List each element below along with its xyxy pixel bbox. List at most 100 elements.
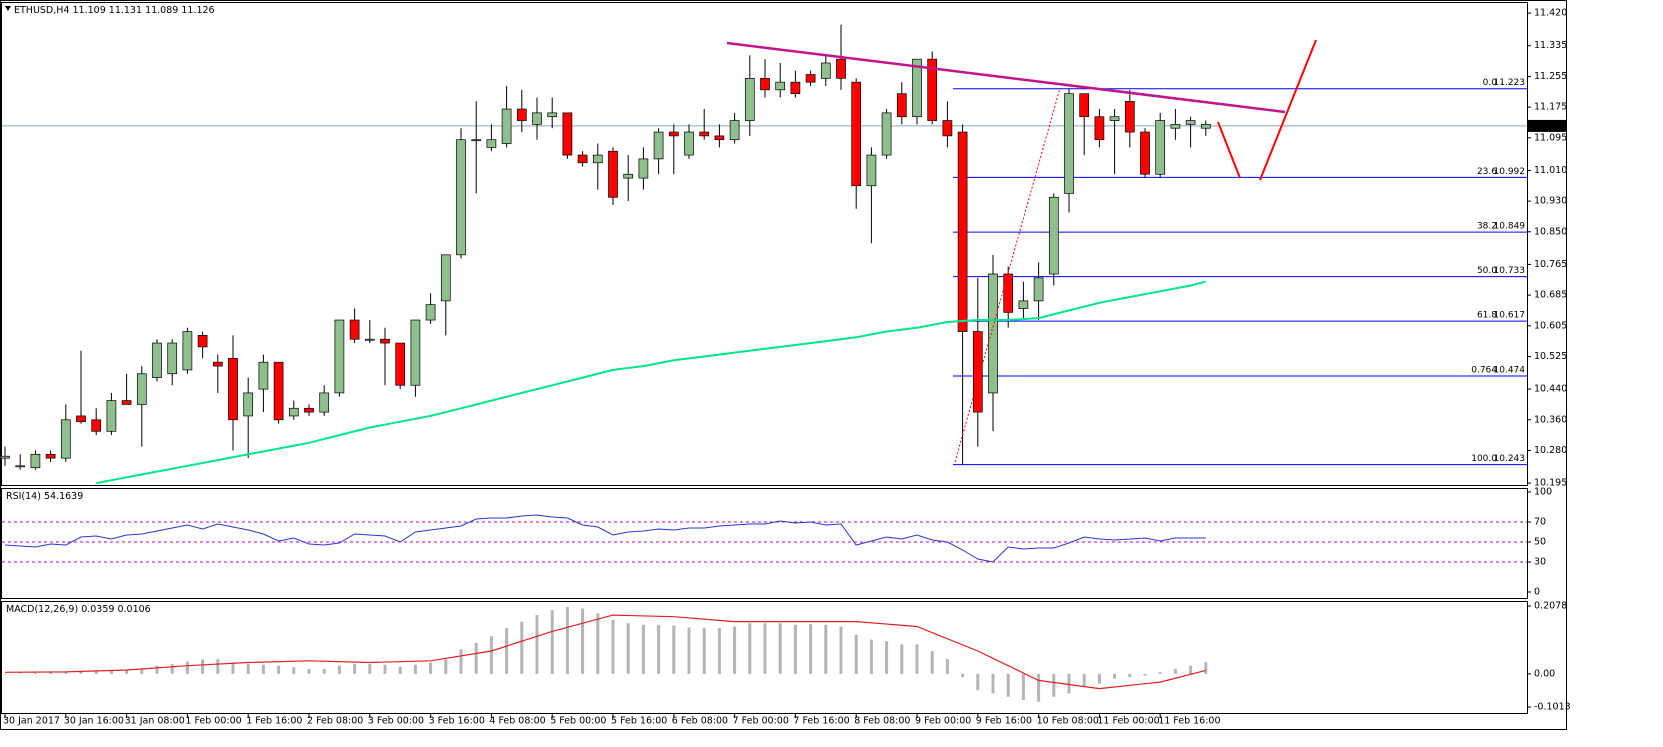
macd-bar: [581, 608, 585, 674]
macd-bar: [748, 623, 752, 674]
macd-bar: [322, 668, 326, 674]
macd-bar: [1113, 673, 1117, 679]
symbol: ETHUSD,H4: [14, 5, 69, 16]
candle-body: [364, 338, 375, 341]
rsi-panel: [1, 488, 1528, 599]
y-tick-label: 10.440: [1534, 384, 1567, 395]
fib-level: 0.764: [1471, 366, 1497, 376]
macd-bar: [383, 664, 387, 674]
candle-body: [0, 455, 10, 459]
macd-bar: [1021, 673, 1025, 701]
candle-body: [516, 108, 527, 121]
macd-bar: [961, 673, 965, 678]
fib-level: 0.0: [1483, 78, 1498, 88]
macd-bar: [900, 644, 904, 674]
candle-body: [912, 58, 922, 118]
x-tick-label: 5 Feb 00:00: [550, 716, 606, 727]
candle-body: [653, 131, 664, 160]
candle-body: [182, 331, 193, 371]
candle-body: [212, 361, 223, 367]
y-tick-label: 30: [1534, 557, 1546, 568]
candle-body: [699, 131, 710, 137]
candle-body: [15, 465, 26, 468]
projection-arrow: [1217, 39, 1317, 181]
candle-body: [532, 112, 542, 125]
candle-body: [288, 407, 299, 417]
high: 11.131: [109, 5, 142, 16]
macd-bar: [672, 625, 676, 674]
macd-title: MACD(12,26,9): [6, 604, 78, 615]
x-tick-label: 11 Feb 16:00: [1158, 716, 1220, 727]
candle-body: [972, 331, 983, 413]
candle-body: [197, 335, 208, 348]
y-tick-label: 10.605: [1534, 320, 1567, 331]
candle-body: [1200, 124, 1211, 129]
candle-body: [91, 419, 102, 432]
macd-bar: [763, 623, 767, 674]
y-tick-label: 11.420: [1534, 8, 1567, 19]
y-tick-label: 11.255: [1534, 71, 1567, 82]
candle-body: [30, 453, 41, 469]
macd-bar: [201, 659, 205, 674]
x-tick-label: 4 Feb 08:00: [489, 716, 545, 727]
macd-bar: [64, 671, 68, 674]
y-tick-label: 11.175: [1534, 102, 1567, 113]
candle-body: [684, 131, 694, 156]
plot-layer: 11.420 11.335 11.255 11.175 11.095 11.010 10.9…: [0, 8, 1571, 727]
fib-swing-line: [954, 87, 1061, 463]
macd-bar: [49, 672, 53, 674]
candle-body: [866, 154, 877, 187]
macd-bar: [839, 626, 843, 674]
candle-body: [638, 158, 649, 179]
candle-body: [1124, 101, 1135, 133]
macd-bar: [1067, 673, 1071, 694]
macd-bar: [885, 641, 889, 674]
macd-bar: [18, 673, 22, 674]
macd-bar: [1158, 672, 1162, 674]
macd-bar: [155, 665, 159, 674]
candle-body: [1018, 300, 1029, 309]
candle-body: [547, 112, 558, 118]
x-tick-label: 3 Feb 00:00: [368, 716, 424, 727]
fib-price: 10.733: [1494, 266, 1526, 276]
rsi-line: [4, 514, 1206, 563]
candle-body: [45, 453, 56, 459]
y-tick-label: 10.195: [1534, 478, 1567, 489]
y-tick-label: 100: [1534, 487, 1552, 498]
macd-bar: [702, 628, 706, 674]
macd-bar: [976, 673, 980, 691]
candle-body: [836, 58, 846, 79]
macd-bar: [596, 613, 600, 674]
macd-bar: [353, 664, 357, 674]
candle-body: [942, 120, 953, 137]
last-price-box: [1528, 119, 1566, 132]
candle-body: [471, 139, 482, 142]
macd-bar: [277, 665, 281, 674]
macd-bar: [930, 651, 934, 674]
y-tick-label: 0.2078: [1534, 600, 1567, 611]
menu-triangle: [5, 6, 11, 11]
fib-level: 100.0: [1471, 454, 1497, 464]
macd-bar: [79, 671, 83, 674]
candle-body: [957, 131, 968, 332]
candle-body: [258, 361, 269, 390]
macd-bar: [626, 623, 630, 674]
candle-body: [319, 392, 330, 413]
macd-bar: [216, 659, 220, 674]
candle-body: [760, 77, 770, 91]
macd-panel: [1, 601, 1528, 714]
x-tick-label: 3 Feb 16:00: [429, 716, 485, 727]
y-tick-label: 10.930: [1534, 196, 1567, 207]
candle-body: [729, 120, 740, 141]
y-tick-label: 11.335: [1534, 40, 1567, 51]
x-tick-label: 6 Feb 08:00: [672, 716, 728, 727]
fib-level: 50.0: [1477, 266, 1497, 276]
macd-bar: [444, 659, 448, 674]
fib-price: 10.474: [1494, 366, 1526, 376]
macd-bar: [657, 624, 661, 674]
y-tick-label: 0: [1534, 587, 1540, 598]
macd-bar: [520, 621, 524, 674]
macd-bar: [246, 664, 250, 674]
macd-bar: [489, 636, 493, 674]
